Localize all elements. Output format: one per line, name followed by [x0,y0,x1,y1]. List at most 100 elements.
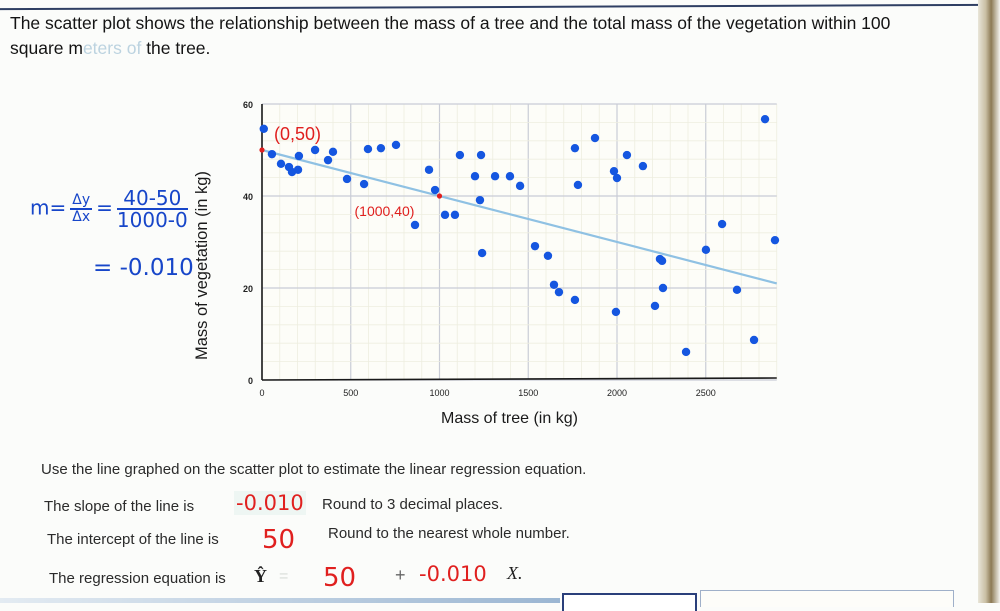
data-point [430,185,440,195]
bottom-input-field[interactable] [700,590,954,607]
scatter-plot-svg: 0 500 1000 1500 2000 2500 0 20 40 60 (0,50) (1000,4… [243,100,780,398]
data-point [267,149,277,159]
data-point [530,241,540,251]
handwritten-point-label: (0,50) [274,124,321,144]
x-tick-label: 2500 [696,388,716,398]
y-axis-label: Mass of vegetation (in kg) [193,171,211,360]
handwritten-slope-result: = -0.010 [93,255,194,281]
data-point [701,245,711,255]
slope-label: The slope of the line is [44,498,195,515]
data-point [294,151,304,161]
data-point [455,150,465,160]
data-point [424,165,434,174]
slope-m: m= [30,195,67,220]
problem-statement: The scatter plot shows the relationship … [10,11,970,61]
question-intro: Use the line graphed on the scatter plot… [41,461,587,478]
data-point [376,143,386,153]
data-point [760,114,770,124]
problem-line-2-end: the tree. [141,38,211,58]
data-point [293,165,303,174]
slope-answer-field[interactable]: -0.010 [234,491,306,515]
data-point [328,147,338,157]
page-edge [978,0,1000,603]
data-point [323,155,333,165]
equation-intercept-field[interactable]: 50 [323,563,357,593]
intercept-answer-field[interactable]: 50 [262,525,296,555]
data-point [657,256,667,266]
x-tick-label: 1000 [429,388,449,398]
data-point [770,235,780,245]
data-point [570,295,580,305]
plot-area [262,104,777,380]
intercept-label: The intercept of the line is [47,531,219,548]
data-point [573,180,583,190]
data-point [259,124,268,134]
y-tick-label: 40 [243,192,253,202]
data-point [310,145,320,155]
denominator: 1000-0 [116,208,188,232]
data-point [732,285,742,295]
data-point [342,174,352,184]
submit-button[interactable] [562,593,697,611]
data-point [477,248,487,258]
data-point [717,219,727,229]
y-hat-symbol: Ŷ [254,566,267,586]
data-point [476,150,486,160]
data-point [609,166,619,176]
problem-line-2-start: square m [10,38,83,58]
data-point [505,172,515,181]
y-tick-label: 60 [243,100,253,110]
x-axis [261,377,777,381]
dy: Δy [70,192,93,210]
data-point [622,150,632,160]
annotation-marker [436,193,443,199]
data-point [440,210,450,220]
y-tick-label: 20 [243,284,253,294]
problem-line-1: The scatter plot shows the relationship … [10,13,891,33]
data-point [359,179,369,189]
data-point [543,251,553,260]
data-point [470,172,480,181]
data-point [749,335,759,345]
data-point [391,140,401,150]
data-point [475,195,485,205]
data-point [490,172,500,181]
data-point [590,133,600,143]
data-point [276,159,286,168]
x-tick-label: 1500 [518,388,538,398]
intercept-hint: Round to the nearest whole number. [328,525,570,542]
data-point [554,287,564,297]
equation-equals: = [279,568,289,585]
x-axis-label: Mass of tree (in kg) [441,410,578,427]
data-point [450,210,460,220]
annotation-marker [259,147,265,153]
data-point [515,181,525,191]
data-point [681,347,691,357]
x-tick-label: 500 [343,388,358,398]
data-point [410,220,420,230]
slope-hint: Round to 3 decimal places. [322,496,503,513]
equation-plus: + [395,565,406,585]
data-point [549,280,559,289]
dx: Δx [72,209,91,225]
x-tick-label: 2000 [607,388,627,398]
handwritten-point-label: (1000,40) [355,203,415,219]
equals-sign: = [96,195,113,220]
data-point [638,161,648,171]
data-point [612,173,622,183]
x-tick-label: 0 [259,388,264,398]
x-variable: X. [507,563,523,583]
bottom-strip [0,598,560,603]
numerator: 40-50 [116,188,188,210]
data-point [658,283,668,293]
regression-line [261,148,778,285]
scatter-chart: 0 500 1000 1500 2000 2500 0 20 40 60 (0,50) (1000,4… [193,100,780,427]
data-point [650,301,660,311]
problem-line-2-faded: eters of [82,38,142,58]
values-fraction: 40-50 1000-0 [116,188,188,232]
dy-dx-fraction: Δy Δx [70,192,93,225]
data-point [570,143,580,153]
data-point [363,144,373,154]
problem-line-2: square meters of the tree. [10,36,970,61]
equation-slope-field[interactable]: -0.010 [419,562,487,586]
